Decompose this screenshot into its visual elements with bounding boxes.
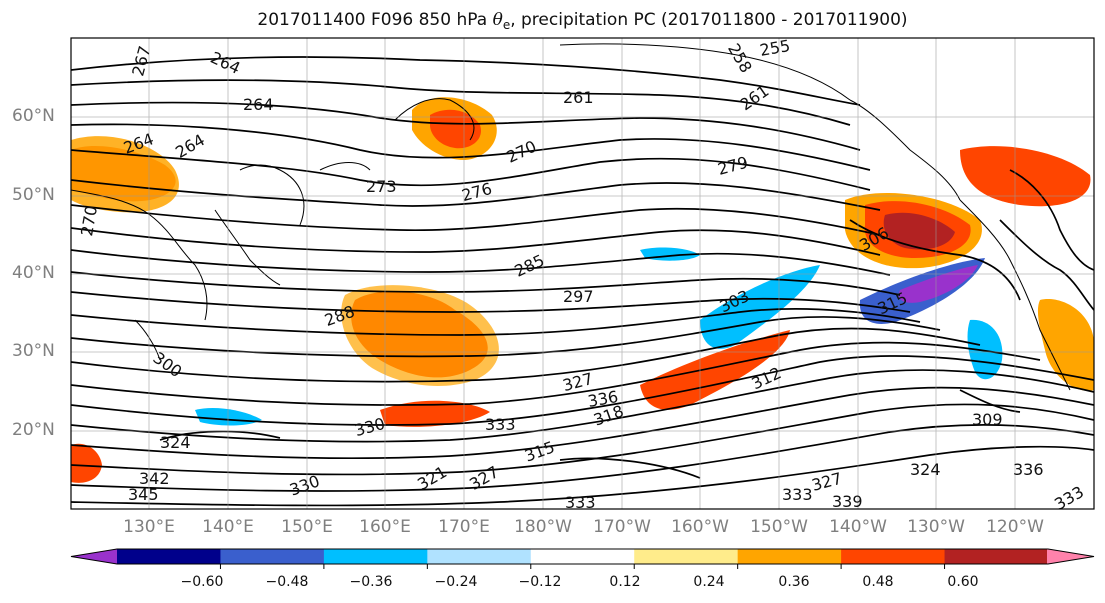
map-area: 267 264 264 261 261 258 255 264 264 270 … [71, 36, 1094, 512]
precip-blob-far-ne [960, 146, 1091, 207]
colorbar-swatch [427, 549, 532, 564]
precip-blob-neg-front [700, 265, 820, 349]
contour-label: 339 [832, 492, 863, 511]
contour-label: 336 [1013, 460, 1044, 479]
lon-label: 130°W [907, 517, 965, 537]
lat-label: 40°N [12, 263, 55, 283]
map-title: 2017011400 F096 850 hPa θe, precipitatio… [257, 10, 908, 32]
colorbar-tick-label: 0.12 [609, 574, 641, 590]
contour-label: 300 [150, 348, 186, 381]
precip-blob-front2 [640, 330, 790, 410]
colorbar-extension-min [71, 549, 118, 564]
lon-label: 130°E [123, 517, 175, 537]
lon-label: 160°E [359, 517, 411, 537]
colorbar-swatch [220, 549, 325, 564]
contour-label: 309 [972, 410, 1003, 429]
contour-label: 297 [563, 287, 594, 306]
colorbar-swatch [634, 549, 739, 564]
colorbar-swatch [737, 549, 842, 564]
map-frame [70, 37, 1095, 510]
precip-blob-east [1037, 299, 1094, 391]
colorbar-swatch [841, 549, 946, 564]
contour-label: 258 [724, 40, 756, 76]
colorbar-tick-label: 0.36 [778, 574, 810, 590]
colorbar-tick-label: 0.48 [862, 574, 894, 590]
precip-blob-ne-peak [883, 212, 955, 250]
colorbar-tick-label: −0.36 [349, 574, 393, 590]
contour-label: 285 [512, 251, 548, 281]
lat-label: 20°N [12, 420, 55, 440]
contour-label: 264 [243, 95, 274, 114]
colorbar [70, 548, 1095, 569]
precip-blob-kam-core [430, 109, 481, 149]
precip-blob-neg-ne-core [898, 265, 978, 303]
lon-label: 150°E [281, 517, 333, 537]
colorbar-swatch [323, 549, 428, 564]
contour-label: 342 [139, 469, 170, 488]
contour-label: 255 [758, 36, 791, 60]
colorbar-tick-label: −0.60 [180, 574, 224, 590]
contour-label: 333 [565, 493, 596, 512]
lon-label: 150°W [750, 517, 808, 537]
graticule [71, 38, 1094, 509]
contour-label: 330 [353, 414, 387, 440]
contour-label: 270 [77, 204, 101, 237]
colorbar-extension-max [1047, 549, 1094, 564]
contour-label: 264 [208, 48, 244, 78]
colorbar-tick-label: −0.48 [265, 574, 309, 590]
contour-label: 261 [563, 88, 594, 107]
contour-label: 330 [287, 471, 322, 499]
precip-blob-nw-edge [71, 136, 179, 213]
colorbar-swatch [117, 549, 222, 564]
lon-label: 180°W [514, 517, 572, 537]
contour-label: 261 [736, 81, 772, 114]
lat-label: 50°N [12, 185, 55, 205]
lat-label: 30°N [12, 341, 55, 361]
colorbar-tick-label: −0.24 [434, 574, 478, 590]
lat-label: 60°N [12, 106, 55, 126]
lon-label: 170°W [593, 517, 651, 537]
coastlines [71, 43, 1071, 391]
contour-label: 270 [504, 137, 540, 167]
lon-label: 140°E [202, 517, 254, 537]
precip-blob-front [380, 400, 490, 427]
colorbar-swatch [530, 549, 635, 564]
colorbar-swatch [944, 549, 1049, 564]
contour-label: 273 [366, 177, 397, 196]
precip-blob-east-neg [967, 319, 1003, 380]
theta-e-contours [71, 56, 1094, 507]
lon-label: 120°W [986, 517, 1044, 537]
contour-label: 264 [172, 130, 208, 162]
lon-label: 160°W [671, 517, 729, 537]
contour-label: 324 [160, 433, 191, 452]
contour-label: 315 [522, 437, 557, 465]
contour-label: 345 [128, 485, 159, 504]
contour-label: 324 [910, 460, 941, 479]
lon-label: 140°W [829, 517, 887, 537]
precip-blob-sw [71, 443, 102, 483]
lon-label: 170°E [438, 517, 490, 537]
precip-blob-neg-small1 [195, 408, 262, 426]
contour-label: 327 [466, 462, 502, 494]
contour-label: 267 [128, 44, 154, 78]
contour-label: 279 [716, 153, 750, 179]
colorbar-outline [70, 548, 1095, 565]
colorbar-tick-label: −0.12 [518, 574, 562, 590]
colorbar-tick-label: 0.60 [947, 574, 979, 590]
contour-label: 333 [782, 485, 813, 504]
contour-label: 333 [485, 415, 516, 434]
colorbar-tick-label: 0.24 [693, 574, 725, 590]
